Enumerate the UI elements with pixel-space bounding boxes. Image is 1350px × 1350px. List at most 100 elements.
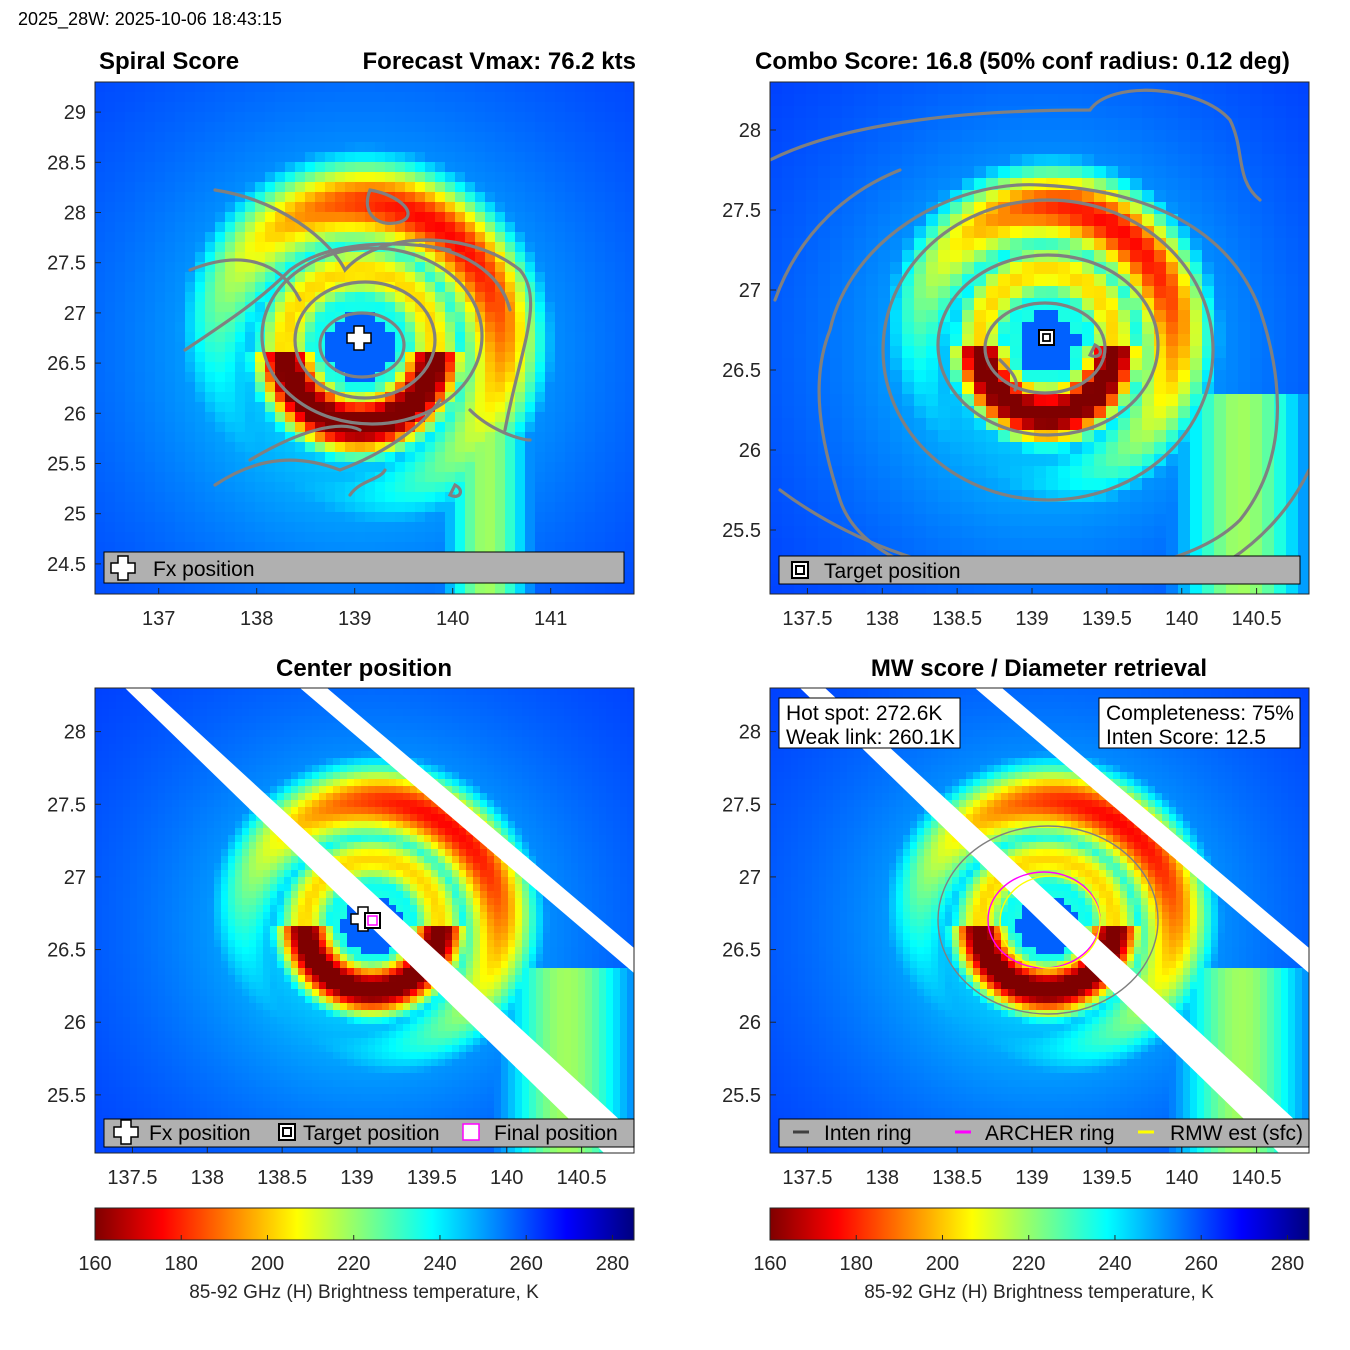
x-tick-label: 139.5	[1082, 608, 1132, 630]
panel-combo-score: Combo Score: 16.8 (50% conf radius: 0.12…	[722, 48, 1310, 630]
y-tick-label: 25.5	[722, 520, 761, 542]
colorbar-ticks: 160 180 200 220 240 260 280	[78, 1235, 629, 1275]
y-tick-label: 27	[64, 867, 86, 889]
colorbar-tick-label: 220	[337, 1253, 370, 1275]
plot-frame	[769, 81, 1310, 595]
colorbar-label: 85-92 GHz (H) Brightness temperature, K	[864, 1282, 1214, 1303]
colorbar-gradient	[94, 1207, 635, 1241]
x-tick-label: 138	[240, 608, 273, 630]
y-tick-label: 27.5	[47, 794, 86, 816]
y-tick-label: 25.5	[722, 1085, 761, 1107]
y-tick-label: 27	[64, 303, 86, 325]
info-box-right: Completeness: 75% Inten Score: 12.5	[1098, 697, 1301, 749]
inten-score-value: Inten Score: 12.5	[1106, 726, 1266, 749]
y-tick-label: 28	[64, 203, 86, 225]
x-tick-label: 140.5	[1232, 1167, 1282, 1189]
info-box-left: Hot spot: 272.6K Weak link: 260.1K	[778, 697, 961, 749]
colorbar-tick-label: 160	[78, 1253, 111, 1275]
colorbar-label: 85-92 GHz (H) Brightness temperature, K	[189, 1282, 539, 1303]
plot-frame	[769, 687, 1310, 1154]
figure-timestamp: 2025_28W: 2025-10-06 18:43:15	[18, 9, 282, 30]
x-tick-label: 138	[866, 1167, 899, 1189]
plot-frame	[94, 687, 635, 1154]
fx-cross-icon	[113, 1119, 139, 1145]
colorbar-tick-label: 280	[1271, 1253, 1304, 1275]
y-tick-label: 27	[739, 280, 761, 302]
y-tick-label: 28	[739, 722, 761, 744]
rmw-ring	[999, 875, 1101, 969]
completeness-value: Completeness: 75%	[1106, 702, 1294, 725]
legend-label: Fx position	[153, 558, 255, 581]
hot-spot-value: Hot spot: 272.6K	[786, 702, 942, 725]
legend: Target position	[778, 555, 1301, 585]
x-tick-label: 139	[1015, 1167, 1048, 1189]
legend-label: RMW est (sfc)	[1170, 1122, 1303, 1145]
x-tick-label: 139	[340, 1167, 373, 1189]
panel-title-right: Forecast Vmax: 76.2 kts	[363, 48, 636, 75]
x-tick-label: 139	[338, 608, 371, 630]
target-position-marker	[364, 912, 381, 929]
fx-position-marker	[346, 325, 372, 351]
x-tick-label: 140.5	[557, 1167, 607, 1189]
colorbar-left: 160 180 200 220 240 260 280 85-92 GHz (H) Brig…	[78, 1207, 635, 1303]
weak-link-value: Weak link: 260.1K	[786, 726, 955, 749]
y-tick-label: 28	[739, 120, 761, 142]
y-tick-label: 26.5	[722, 940, 761, 962]
y-tick-label: 29	[64, 102, 86, 124]
y-tick-label: 26	[739, 440, 761, 462]
x-tick-label: 139	[1015, 608, 1048, 630]
y-tick-label: 28	[64, 722, 86, 744]
panel-title: MW score / Diameter retrieval	[871, 655, 1207, 682]
y-tick-label: 28.5	[47, 152, 86, 174]
x-tick-label: 137.5	[107, 1167, 157, 1189]
x-tick-label: 140.5	[1232, 608, 1282, 630]
y-tick-label: 24.5	[47, 554, 86, 576]
target-square-icon	[278, 1123, 296, 1141]
final-square-icon	[462, 1123, 480, 1141]
y-tick-label: 25.5	[47, 1085, 86, 1107]
colorbar-tick-label: 180	[165, 1253, 198, 1275]
legend: Fx position Target position Final positi…	[103, 1118, 635, 1148]
axes-ticks: 137.5 138 138.5 139 139.5 140 140.5 25.5 26 26.5 2…	[47, 722, 607, 1189]
panel-title-left: Combo Score: 16.8 (50% conf radius: 0.12…	[755, 48, 1290, 75]
x-tick-label: 138.5	[932, 1167, 982, 1189]
y-tick-label: 27	[739, 867, 761, 889]
target-position-marker	[1038, 329, 1055, 346]
colorbar-tick-label: 280	[596, 1253, 629, 1275]
target-square-icon	[791, 561, 809, 579]
y-tick-label: 25.5	[47, 453, 86, 475]
axes-ticks: 137.5 138 138.5 139 139.5 140 140.5 25.5 26 26.5 2…	[722, 722, 1282, 1189]
x-tick-label: 138	[866, 608, 899, 630]
x-tick-label: 138.5	[257, 1167, 307, 1189]
y-tick-label: 26	[739, 1012, 761, 1034]
legend-label: Final position	[494, 1122, 618, 1145]
panel-spiral-score: Spiral Score Forecast Vmax: 76.2 kts 137…	[47, 48, 636, 630]
colorbar-tick-label: 240	[1098, 1253, 1131, 1275]
panel-title-left: Spiral Score	[99, 48, 239, 75]
y-tick-label: 27.5	[722, 794, 761, 816]
x-tick-label: 140	[1165, 608, 1198, 630]
brightness-image	[770, 688, 1309, 1153]
colorbar-tick-label: 180	[840, 1253, 873, 1275]
legend-label: Target position	[824, 560, 961, 583]
inten-ring	[937, 825, 1159, 1015]
brightness-image	[95, 82, 634, 594]
legend-label: Inten ring	[824, 1122, 912, 1145]
plot-frame	[94, 81, 635, 595]
retrieval-rings	[937, 825, 1159, 1015]
panel-title: Center position	[276, 655, 452, 682]
y-tick-label: 26	[64, 403, 86, 425]
x-tick-label: 139.5	[1082, 1167, 1132, 1189]
colorbar-right: 160 180 200 220 240 260 280 85-92 GHz (H) Brig…	[753, 1207, 1310, 1303]
legend-label: ARCHER ring	[985, 1122, 1115, 1145]
x-tick-label: 140	[490, 1167, 523, 1189]
x-tick-label: 141	[534, 608, 567, 630]
panel-center-position: Center position 137.5 138 138.5 139 139.5 140…	[47, 655, 635, 1189]
legend: Inten ring ARCHER ring RMW est (sfc)	[778, 1118, 1310, 1148]
x-tick-label: 137.5	[782, 608, 832, 630]
colorbar-tick-label: 260	[1185, 1253, 1218, 1275]
x-tick-label: 140	[436, 608, 469, 630]
colorbar-tick-label: 200	[926, 1253, 959, 1275]
axes-ticks: 137.5 138 138.5 139 139.5 140 140.5 25.5 26 26.5 2…	[722, 120, 1282, 630]
